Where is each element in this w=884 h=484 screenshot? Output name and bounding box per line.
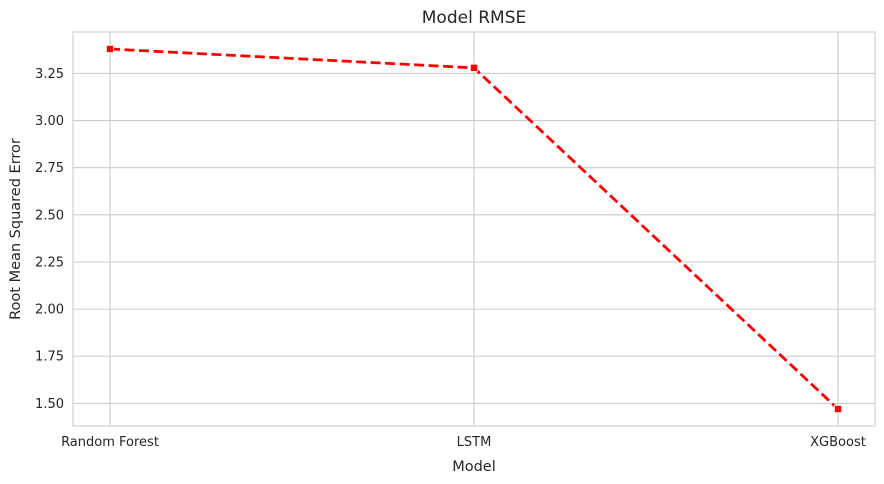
y-tick-label: 1.75 (35, 350, 64, 365)
y-tick-label: 1.50 (35, 397, 64, 412)
grid-layer (73, 32, 875, 426)
y-tick-label: 2.75 (35, 161, 64, 176)
data-point-marker (834, 405, 843, 414)
series-layer (106, 44, 843, 414)
y-tick-label: 2.00 (35, 303, 64, 318)
y-tick-label: 3.25 (35, 67, 64, 82)
y-tick-label: 2.25 (35, 255, 64, 270)
x-tick-label: XGBoost (810, 435, 866, 450)
tick-layer: 1.50 1.75 2.00 2.25 2.50 2.75 3.00 3.25 Random F… (35, 67, 866, 450)
x-tick-label: Random Forest (61, 435, 159, 450)
y-tick-label: 2.50 (35, 208, 64, 223)
y-tick-label: 3.00 (35, 114, 64, 129)
chart-title: Model RMSE (422, 8, 526, 28)
x-tick-label: LSTM (457, 435, 492, 450)
y-axis-label: Root Mean Squared Error (8, 138, 24, 320)
data-point-marker (106, 44, 115, 53)
data-point-marker (469, 63, 478, 72)
x-axis-label: Model (452, 459, 496, 475)
plot-frame (72, 31, 876, 427)
